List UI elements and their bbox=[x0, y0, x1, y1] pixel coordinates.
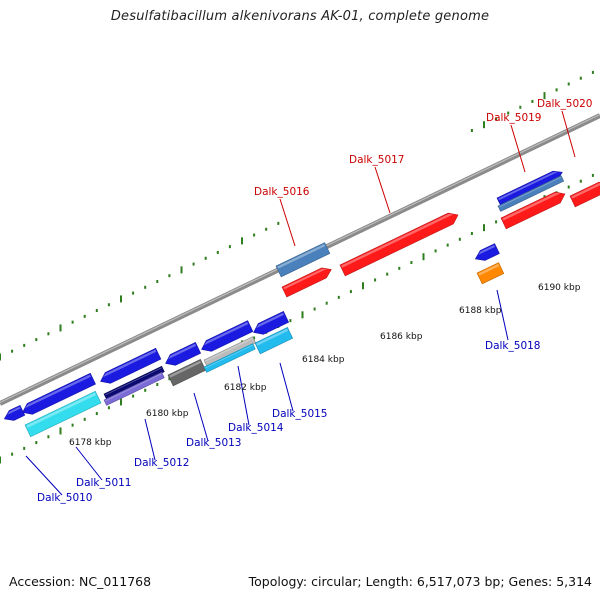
gene-rev-blue-e[interactable] bbox=[251, 311, 290, 337]
accession-text: Accession: NC_011768 bbox=[9, 574, 152, 589]
label-leader-line bbox=[75, 446, 103, 481]
gene-label-dalk-5012[interactable]: Dalk_5012 bbox=[134, 457, 190, 469]
gene-rev-cyan-b[interactable] bbox=[254, 327, 294, 355]
gene-rev-orange[interactable] bbox=[476, 262, 505, 285]
gene-dalk-5018[interactable] bbox=[473, 243, 500, 264]
gene-feature-steelblue[interactable] bbox=[275, 242, 331, 278]
gene-dalk-5017[interactable] bbox=[339, 210, 461, 277]
genome-title: Desulfatibacillum alkenivorans AK-01, co… bbox=[110, 9, 490, 24]
gene-label-dalk-5018[interactable]: Dalk_5018 bbox=[485, 340, 541, 352]
gene-features bbox=[0, 113, 600, 438]
gene-label-dalk-5017[interactable]: Dalk_5017 bbox=[349, 154, 405, 166]
label-leader-line bbox=[496, 289, 509, 341]
tick-marks bbox=[0, 70, 594, 464]
label-leader-line bbox=[279, 198, 296, 247]
gene-rev-small-left[interactable] bbox=[2, 404, 26, 424]
gene-rev-navy[interactable] bbox=[103, 365, 165, 400]
gene-rev-purple[interactable] bbox=[103, 371, 165, 406]
label-leader-line bbox=[237, 365, 250, 426]
gene-rev-blue-c[interactable] bbox=[163, 342, 202, 368]
gene-label-dalk-5010[interactable]: Dalk_5010 bbox=[37, 492, 93, 504]
gene-dalk-5020[interactable] bbox=[569, 179, 600, 208]
ruler-labels: 6178 kbp 6180 kbp 6182 kbp 6184 kbp 6186 kbp… bbox=[69, 283, 581, 448]
ruler-label: 6178 kbp bbox=[69, 438, 112, 448]
gene-label-dalk-5019[interactable]: Dalk_5019 bbox=[486, 112, 542, 124]
label-leader-line bbox=[279, 362, 294, 412]
label-leader-line bbox=[25, 455, 63, 496]
gene-label-dalk-5015[interactable]: Dalk_5015 bbox=[272, 408, 328, 420]
ruler-label: 6190 kbp bbox=[538, 283, 581, 293]
gene-label-dalk-5016[interactable]: Dalk_5016 bbox=[254, 186, 310, 198]
gene-rev-blue-d[interactable] bbox=[199, 320, 254, 355]
label-leader-line bbox=[144, 418, 156, 461]
gene-rev-blue-a[interactable] bbox=[20, 372, 96, 418]
gene-steelblue-forward-thin[interactable] bbox=[497, 175, 565, 212]
gene-label-dalk-5014[interactable]: Dalk_5014 bbox=[228, 422, 284, 434]
gene-dalk-5019[interactable] bbox=[500, 189, 567, 230]
label-leader-line bbox=[561, 110, 576, 158]
label-leader-line bbox=[374, 166, 391, 214]
gene-dalk-5010[interactable] bbox=[24, 390, 102, 438]
ruler-label: 6186 kbp bbox=[380, 332, 423, 342]
ruler-label: 6182 kbp bbox=[224, 383, 267, 393]
label-leader-line bbox=[510, 124, 526, 173]
ruler-label: 6180 kbp bbox=[146, 409, 189, 419]
gene-label-dalk-5020[interactable]: Dalk_5020 bbox=[537, 98, 593, 110]
genome-summary-text: Topology: circular; Length: 6,517,073 bp… bbox=[248, 574, 592, 589]
gene-rev-cyan[interactable] bbox=[203, 343, 256, 373]
gene-rev-blue-b[interactable] bbox=[98, 347, 162, 387]
gene-label-dalk-5013[interactable]: Dalk_5013 bbox=[186, 437, 242, 449]
gene-dalk-5016[interactable] bbox=[281, 264, 334, 298]
label-leader-line bbox=[193, 392, 209, 442]
ruler-label: 6184 kbp bbox=[302, 355, 345, 365]
ruler-label: 6188 kbp bbox=[459, 306, 502, 316]
gene-label-dalk-5011[interactable]: Dalk_5011 bbox=[76, 477, 132, 489]
